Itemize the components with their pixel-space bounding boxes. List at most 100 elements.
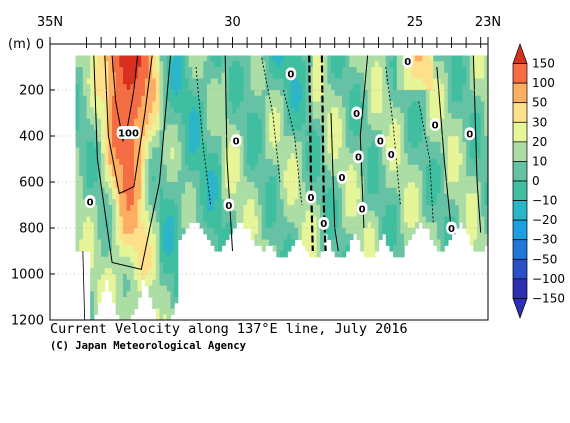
field-cell (97, 67, 102, 74)
contour-label-bg (305, 190, 317, 204)
field-cell (323, 113, 328, 120)
field-cell (214, 118, 219, 126)
field-cell (152, 199, 157, 206)
field-cell (228, 147, 234, 154)
colorbar-cell (512, 102, 528, 123)
field-cell (250, 153, 255, 160)
field-cell (342, 228, 347, 235)
field-cell (254, 61, 259, 68)
contour-line-negative (418, 101, 434, 224)
field-cell (323, 176, 328, 183)
field-cell (345, 67, 350, 74)
field-cell (477, 67, 482, 74)
field-cell (174, 216, 179, 223)
field-cell (331, 101, 336, 108)
field-cell (243, 141, 248, 149)
field-cell (444, 205, 449, 212)
field-cell (331, 72, 336, 80)
field-cell (462, 182, 467, 189)
field-cell (400, 67, 405, 74)
field-cell (166, 233, 172, 241)
field-cell (104, 78, 109, 85)
field-cell (290, 107, 296, 114)
field-cell (316, 107, 321, 114)
field-cell (469, 176, 474, 183)
field-cell (290, 136, 296, 143)
field-cell (130, 233, 135, 241)
field-cell (411, 170, 416, 177)
field-cell (389, 193, 394, 200)
field-cell (294, 136, 299, 143)
field-cell (455, 136, 460, 143)
field-cell (217, 61, 223, 68)
field-cell (407, 228, 412, 235)
field-cell (148, 90, 153, 97)
field-cell (367, 136, 372, 143)
field-cell (123, 210, 128, 218)
field-cell (258, 90, 263, 97)
field-cell (400, 251, 405, 258)
field-cell (484, 90, 488, 97)
field-cell (429, 113, 434, 120)
field-cell (141, 78, 146, 85)
field-cell (206, 95, 212, 103)
field-cell (115, 268, 120, 275)
field-cell (400, 136, 405, 143)
field-cell (287, 61, 292, 68)
field-cell (90, 182, 95, 189)
field-cell (133, 78, 139, 85)
field-cell (152, 216, 157, 223)
field-cell (119, 72, 124, 80)
field-cell (108, 262, 113, 269)
field-cell (232, 78, 237, 85)
field-cell (79, 130, 84, 137)
field-cell (82, 67, 88, 74)
field-cell (239, 90, 245, 97)
velocity-field (75, 55, 488, 320)
field-cell (473, 245, 478, 252)
field-cell (174, 245, 179, 252)
field-cell (148, 147, 153, 154)
field-cell (298, 61, 303, 68)
field-cell (298, 130, 303, 137)
field-cell (79, 182, 84, 189)
field-cell (316, 239, 321, 246)
field-cell (349, 159, 354, 166)
field-cell (356, 95, 361, 103)
field-cell (228, 61, 234, 68)
field-cell (141, 153, 146, 160)
field-cell (217, 55, 223, 62)
field-cell (458, 84, 464, 91)
field-cell (210, 67, 215, 74)
contour-label-bg (230, 134, 242, 148)
field-cell (177, 228, 182, 235)
field-cell (444, 228, 449, 235)
field-cell (298, 222, 303, 229)
field-cell (112, 95, 117, 103)
field-cell (334, 159, 339, 166)
latitude-tick-label: 30 (224, 15, 241, 30)
field-cell (166, 101, 172, 108)
field-cell (90, 84, 95, 91)
field-cell (144, 193, 150, 200)
field-cell (352, 205, 358, 212)
field-cell (436, 176, 442, 183)
field-cell (356, 124, 361, 131)
field-cell (258, 141, 263, 149)
field-cell (126, 136, 131, 143)
field-cell (79, 101, 84, 108)
field-cell (360, 84, 365, 91)
field-cell (389, 61, 394, 68)
field-cell (458, 113, 464, 120)
field-cell (239, 55, 245, 62)
field-cell (294, 182, 299, 189)
field-cell (393, 170, 398, 177)
field-cell (196, 170, 201, 177)
field-cell (130, 205, 135, 212)
field-cell (331, 136, 336, 143)
field-cell (363, 159, 369, 166)
field-cell (345, 124, 350, 131)
field-cell (265, 124, 270, 131)
field-cell (433, 101, 438, 108)
field-cell (250, 107, 255, 114)
